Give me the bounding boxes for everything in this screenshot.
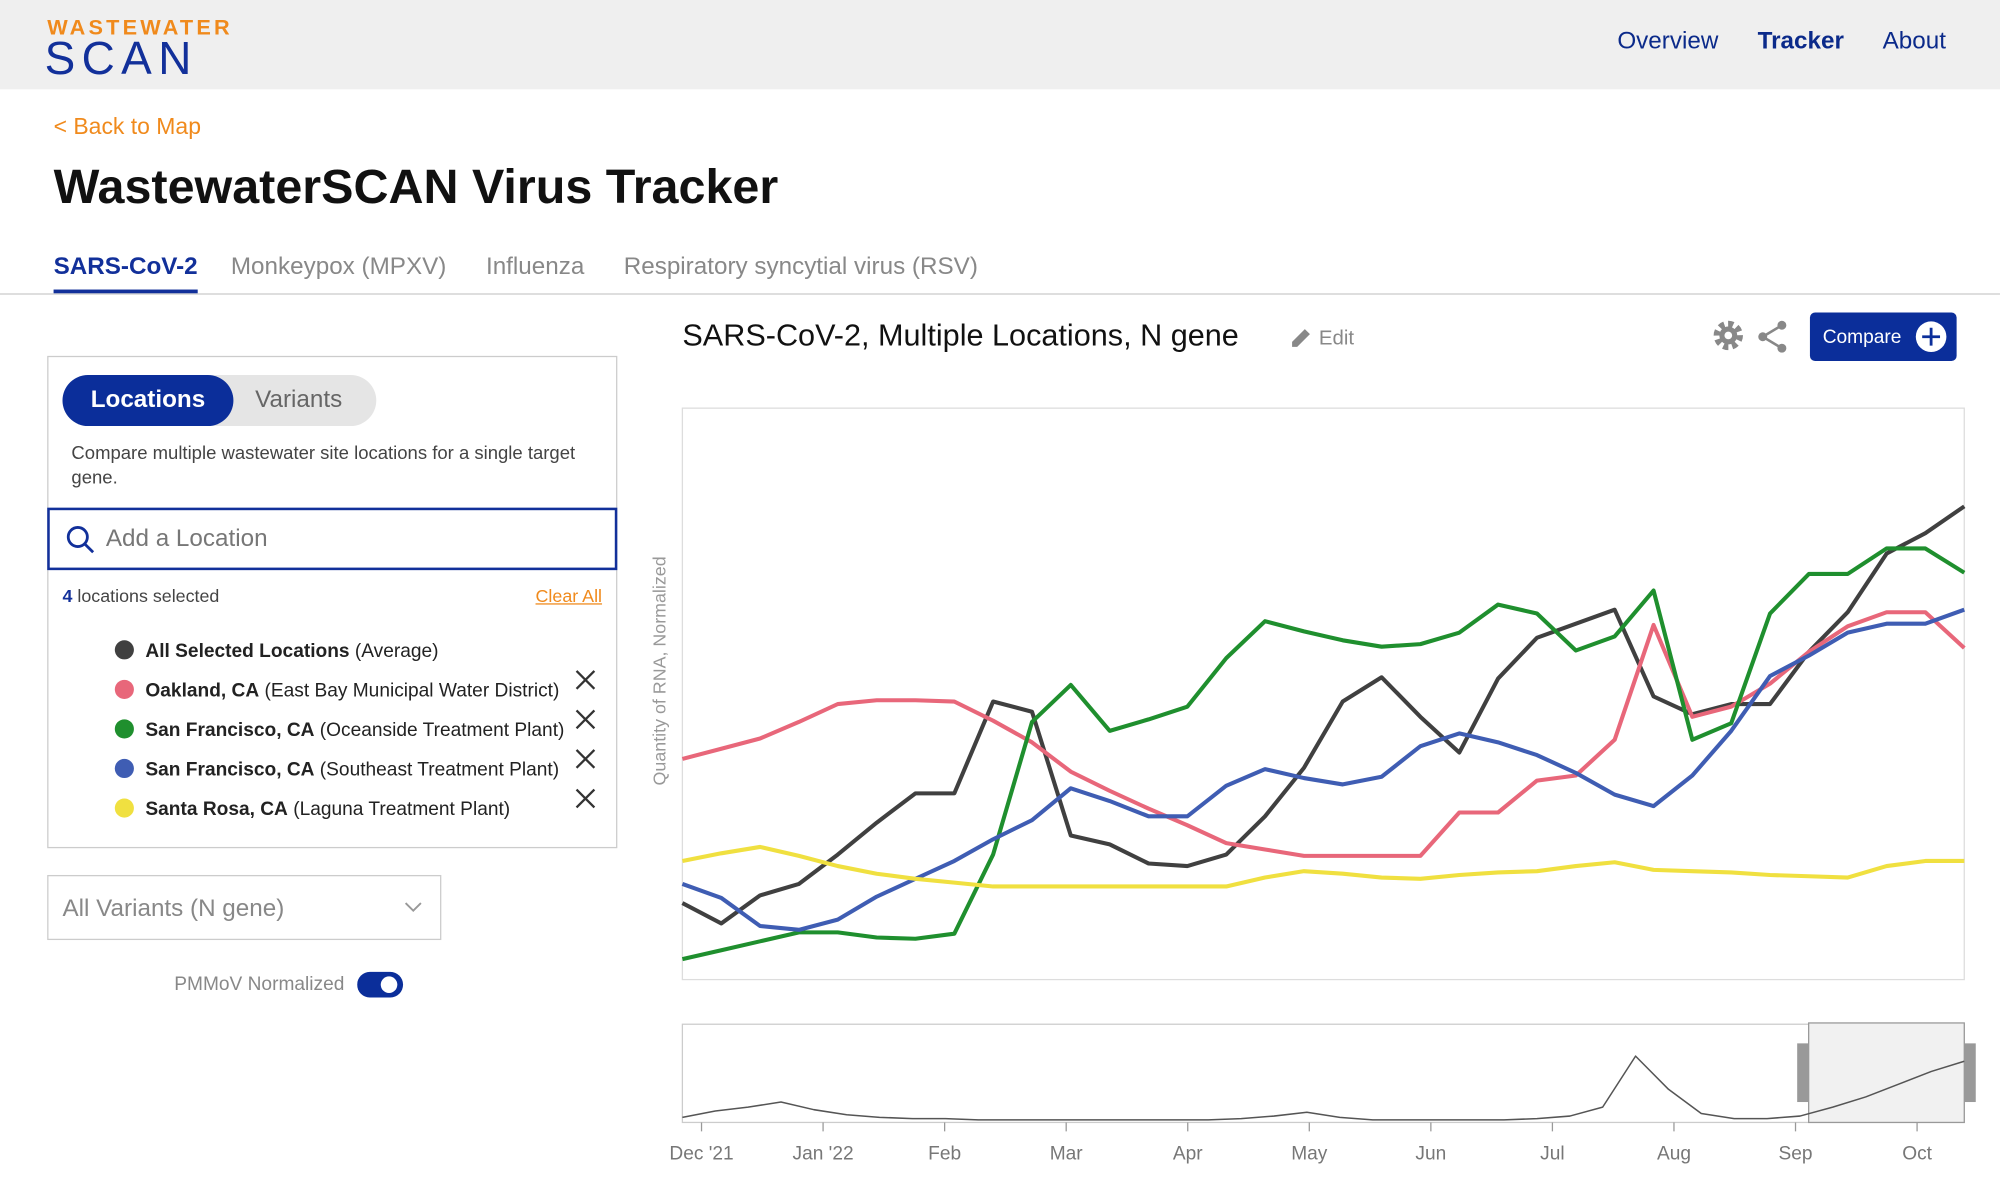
navigator-line [682,1055,1965,1121]
x-tick-label: Dec '21 [669,1143,733,1164]
series-line [681,546,1966,962]
legend-dot [114,758,134,779]
count: 4 [62,585,73,606]
variant-dropdown[interactable]: All Variants (N gene) [47,874,442,941]
x-tick-label: Jun [1415,1143,1446,1164]
x-tick-label: Feb [928,1143,961,1164]
navigator-frame [681,1023,1965,1124]
divider [0,293,2000,295]
toggle-option[interactable]: Locations [62,374,234,427]
remove-button[interactable] [574,708,597,731]
search-icon [66,526,95,554]
location-detail: (Average) [354,640,439,662]
legend-dot [114,679,134,699]
nav-link[interactable]: Tracker [1757,28,1844,55]
navigator-handle[interactable] [1797,1043,1809,1103]
logo-bottom[interactable]: SCAN [44,31,198,85]
legend-item: All Selected Locations (Average) [114,640,439,662]
plot-frame [681,407,1965,981]
page-title: WastewaterSCAN Virus Tracker [53,160,779,215]
side-panel: Locations Variants Compare multiple wast… [47,355,618,849]
series-line [681,504,1966,926]
logo-top[interactable]: WASTEWATER [47,15,233,40]
x-tick-label: Jul [1540,1143,1564,1164]
description: Compare multiple wastewater site locatio… [71,443,576,489]
remove-button[interactable] [574,668,597,691]
legend-item: San Francisco, CA (Southeast Treatment P… [114,758,560,781]
x-tick-label: Apr [1173,1143,1203,1164]
x-tick-label: Oct [1902,1143,1932,1164]
x-tick-label: Sep [1779,1143,1813,1164]
x-tick-label: Jan '22 [793,1143,854,1164]
nav-link[interactable]: About [1882,28,1946,55]
toggle-option[interactable]: Variants [255,386,343,414]
compare-button[interactable]: Compare [1809,312,1957,361]
plus-icon [1915,321,1947,353]
legend-item: Santa Rosa, CA (Laguna Treatment Plant) [114,798,511,821]
tab[interactable]: Respiratory syncytial virus (RSV) [623,253,978,281]
legend-dot [114,640,134,660]
dropdown-text: All Variants (N gene) [62,895,285,923]
series-line [681,610,1966,858]
x-tick-label: Mar [1050,1143,1084,1164]
legend-dot [114,798,134,818]
search-placeholder: Add a Location [105,525,268,553]
remove-button[interactable] [574,787,597,810]
location-name: San Francisco, CA [145,719,315,742]
compare-text: Compare [1822,326,1902,349]
edit-icon[interactable] [1290,327,1313,350]
location-name: Oakland, CA [145,679,260,702]
location-detail: (Southeast Treatment Plant) [319,758,560,781]
location-name: All Selected Locations [145,640,350,662]
header: WASTEWATER SCAN Overview Tracker About [0,0,2000,90]
settings-icon[interactable] [1712,319,1748,355]
location-detail: (Oceanside Treatment Plant) [319,719,565,742]
navigator-handle[interactable] [1964,1043,1976,1103]
clear-all[interactable]: Clear All [535,585,603,606]
location-name: San Francisco, CA [145,758,315,781]
legend-dot [114,719,134,739]
series-line [681,844,1965,889]
tab[interactable]: Influenza [485,253,585,281]
legend-item: San Francisco, CA (Oceanside Treatment P… [114,719,565,742]
normalized-label: PMMoV Normalized [174,973,345,995]
x-tick-label: Aug [1657,1143,1691,1164]
remove-button[interactable] [574,747,597,770]
count-text: locations selected [77,585,220,606]
edit-link[interactable]: Edit [1318,327,1355,350]
share-icon[interactable] [1756,320,1789,353]
legend-item: Oakland, CA (East Bay Municipal Water Di… [114,679,560,702]
y-axis-label: Quantity of RNA, Normalized [649,556,669,785]
nav-link[interactable]: Overview [1617,28,1719,55]
selected-count: 4 locations selected [62,585,219,605]
tab[interactable]: Monkeypox (MPXV) [230,253,447,281]
tab[interactable]: SARS-CoV-2 [53,254,198,294]
normalized-switch[interactable] [357,971,405,999]
series-line [681,607,1965,932]
x-tick-label: May [1291,1143,1328,1164]
location-detail: (East Bay Municipal Water District) [264,679,560,702]
search-box[interactable]: Add a Location [47,507,618,571]
chart-title: SARS-CoV-2, Multiple Locations, N gene [682,318,1239,354]
location-name: Santa Rosa, CA [145,798,288,821]
location-detail: (Laguna Treatment Plant) [293,798,511,821]
back-link[interactable]: < Back to Map [53,113,201,140]
chevron [404,902,422,913]
